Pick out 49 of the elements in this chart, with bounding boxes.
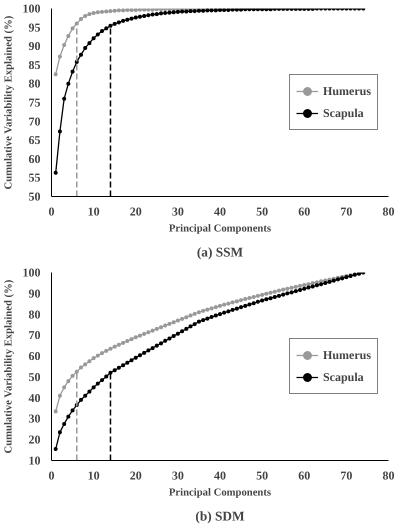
x-tick-label: 20 bbox=[130, 468, 142, 482]
y-tick-label: 55 bbox=[28, 170, 40, 185]
legend-label: Scapula bbox=[323, 106, 364, 120]
legend-label: Scapula bbox=[323, 370, 364, 384]
y-tick-label: 60 bbox=[28, 152, 40, 166]
y-tick-label: 50 bbox=[28, 190, 40, 204]
y-tick-label: 95 bbox=[28, 20, 40, 34]
y-tick-label: 10 bbox=[28, 454, 40, 468]
y-tick-label: 80 bbox=[28, 76, 40, 91]
x-tick-label: 80 bbox=[382, 204, 394, 218]
y-tick-label: 50 bbox=[28, 370, 40, 384]
y-axis-title: Cumulative Variability Explained (%) bbox=[4, 279, 14, 454]
y-tick-label: 65 bbox=[28, 133, 40, 148]
x-tick-label: 40 bbox=[214, 204, 226, 218]
y-tick-label: 90 bbox=[28, 286, 40, 300]
y-tick-label: 80 bbox=[28, 307, 40, 322]
y-tick-label: 100 bbox=[22, 266, 40, 280]
x-tick-label: 60 bbox=[298, 468, 310, 482]
y-tick-label: 100 bbox=[22, 2, 40, 16]
y-tick-label: 40 bbox=[28, 390, 40, 405]
x-tick-label: 10 bbox=[88, 204, 100, 218]
x-tick-label: 0 bbox=[48, 468, 54, 482]
y-tick-label: 75 bbox=[28, 96, 40, 110]
x-tick-label: 40 bbox=[214, 468, 226, 482]
x-tick-label: 0 bbox=[48, 204, 54, 218]
text: (a) SSM bbox=[196, 244, 244, 260]
y-tick-label: 30 bbox=[28, 412, 40, 426]
y-tick-label: 90 bbox=[28, 39, 40, 54]
y-tick-label: 70 bbox=[28, 114, 40, 128]
x-tick-label: 80 bbox=[382, 468, 394, 482]
x-tick-label: 60 bbox=[298, 204, 310, 218]
x-tick-label: 20 bbox=[130, 204, 142, 218]
y-axis-title: Cumulative Variability Explained (%) bbox=[4, 15, 14, 190]
y-tick-label: 60 bbox=[28, 349, 40, 364]
legend-label: Humerus bbox=[323, 84, 371, 98]
y-tick-label: 85 bbox=[28, 58, 40, 72]
x-tick-label: 10 bbox=[88, 468, 100, 482]
x-tick-label: 30 bbox=[172, 468, 184, 482]
y-tick-label: 70 bbox=[28, 328, 40, 342]
x-axis-title: Principal Components bbox=[168, 224, 272, 234]
y-tick-label: 20 bbox=[28, 432, 40, 447]
x-tick-label: 50 bbox=[256, 468, 268, 482]
x-tick-label: 30 bbox=[172, 204, 184, 218]
legend-label: Humerus bbox=[323, 348, 371, 362]
x-tick-label: 70 bbox=[340, 468, 352, 482]
x-tick-label: 50 bbox=[256, 204, 268, 218]
x-axis-title: Principal Components bbox=[168, 488, 272, 498]
text: (b) SDM bbox=[195, 508, 246, 524]
x-tick-label: 70 bbox=[340, 204, 352, 218]
